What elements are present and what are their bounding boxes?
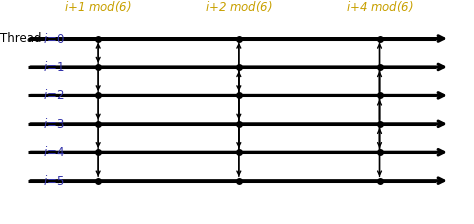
Text: $i\!=\!$3: $i\!=\!$3 bbox=[43, 117, 65, 131]
Text: $i\!=\!$4: $i\!=\!$4 bbox=[43, 145, 65, 159]
Text: $i\!=\!$0: $i\!=\!$0 bbox=[43, 32, 65, 45]
Text: $i$+2 mod(6): $i$+2 mod(6) bbox=[205, 0, 273, 14]
Text: Thread: Thread bbox=[0, 32, 41, 45]
Text: $i$+1 mod(6): $i$+1 mod(6) bbox=[64, 0, 132, 14]
Text: $i$+4 mod(6): $i$+4 mod(6) bbox=[346, 0, 413, 14]
Text: $i\!=\!$5: $i\!=\!$5 bbox=[43, 174, 65, 188]
Text: $i\!=\!$2: $i\!=\!$2 bbox=[43, 88, 65, 102]
Text: $i\!=\!$1: $i\!=\!$1 bbox=[43, 60, 65, 74]
